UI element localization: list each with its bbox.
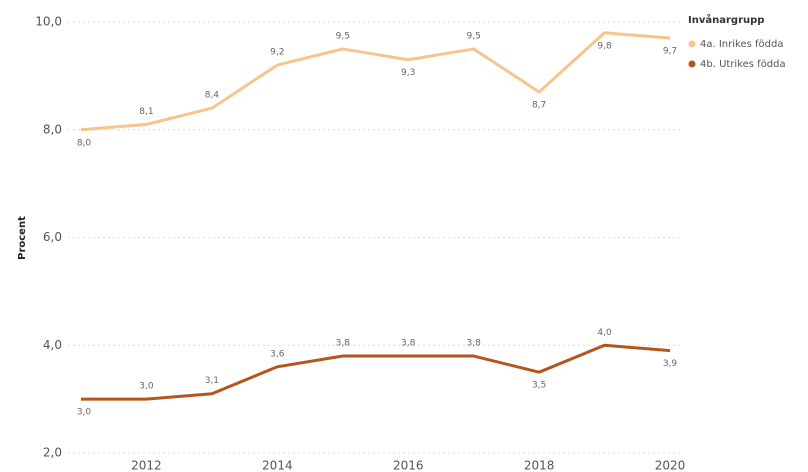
data-label: 3,8 <box>336 339 351 349</box>
x-tick-label: 2018 <box>524 459 555 472</box>
y-tick-label: 10,0 <box>35 15 62 29</box>
data-label: 9,7 <box>663 47 677 57</box>
data-label: 3,1 <box>205 376 219 386</box>
data-label: 3,0 <box>77 408 92 418</box>
data-label: 3,0 <box>139 382 154 392</box>
x-tick-label: 2014 <box>262 459 293 472</box>
data-label: 9,3 <box>401 68 415 78</box>
x-tick-label: 2016 <box>393 459 424 472</box>
data-label: 3,6 <box>270 349 285 359</box>
line <box>80 31 671 132</box>
y-tick-label: 8,0 <box>43 122 62 136</box>
line <box>81 343 671 401</box>
data-label: 3,8 <box>401 339 416 349</box>
x-tick-label: 2012 <box>131 459 162 472</box>
y-tick-label: 6,0 <box>43 230 62 244</box>
data-label: 9,8 <box>597 41 612 51</box>
data-label: 8,0 <box>77 138 92 148</box>
y-tick-label: 4,0 <box>43 338 62 352</box>
data-label: 9,5 <box>336 31 350 41</box>
data-label: 8,4 <box>205 91 220 101</box>
legend-title: Invånargrupp <box>688 13 764 26</box>
legend-label: 4b. Utrikes födda <box>700 59 786 70</box>
data-label: 3,8 <box>467 339 482 349</box>
data-label: 8,7 <box>532 101 546 111</box>
x-tick-label: 2020 <box>655 459 686 472</box>
data-label: 3,9 <box>663 359 678 369</box>
data-label: 9,2 <box>270 48 284 58</box>
data-label: 9,5 <box>467 31 481 41</box>
legend-label: 4a. Inrikes födda <box>700 39 783 50</box>
legend-swatch <box>688 60 696 68</box>
data-label: 8,1 <box>139 107 153 117</box>
y-axis-label: Procent <box>17 216 28 260</box>
y-tick-label: 2,0 <box>43 446 62 460</box>
data-label: 4,0 <box>597 328 612 338</box>
data-label: 3,5 <box>532 381 546 391</box>
legend-swatch <box>688 40 696 48</box>
